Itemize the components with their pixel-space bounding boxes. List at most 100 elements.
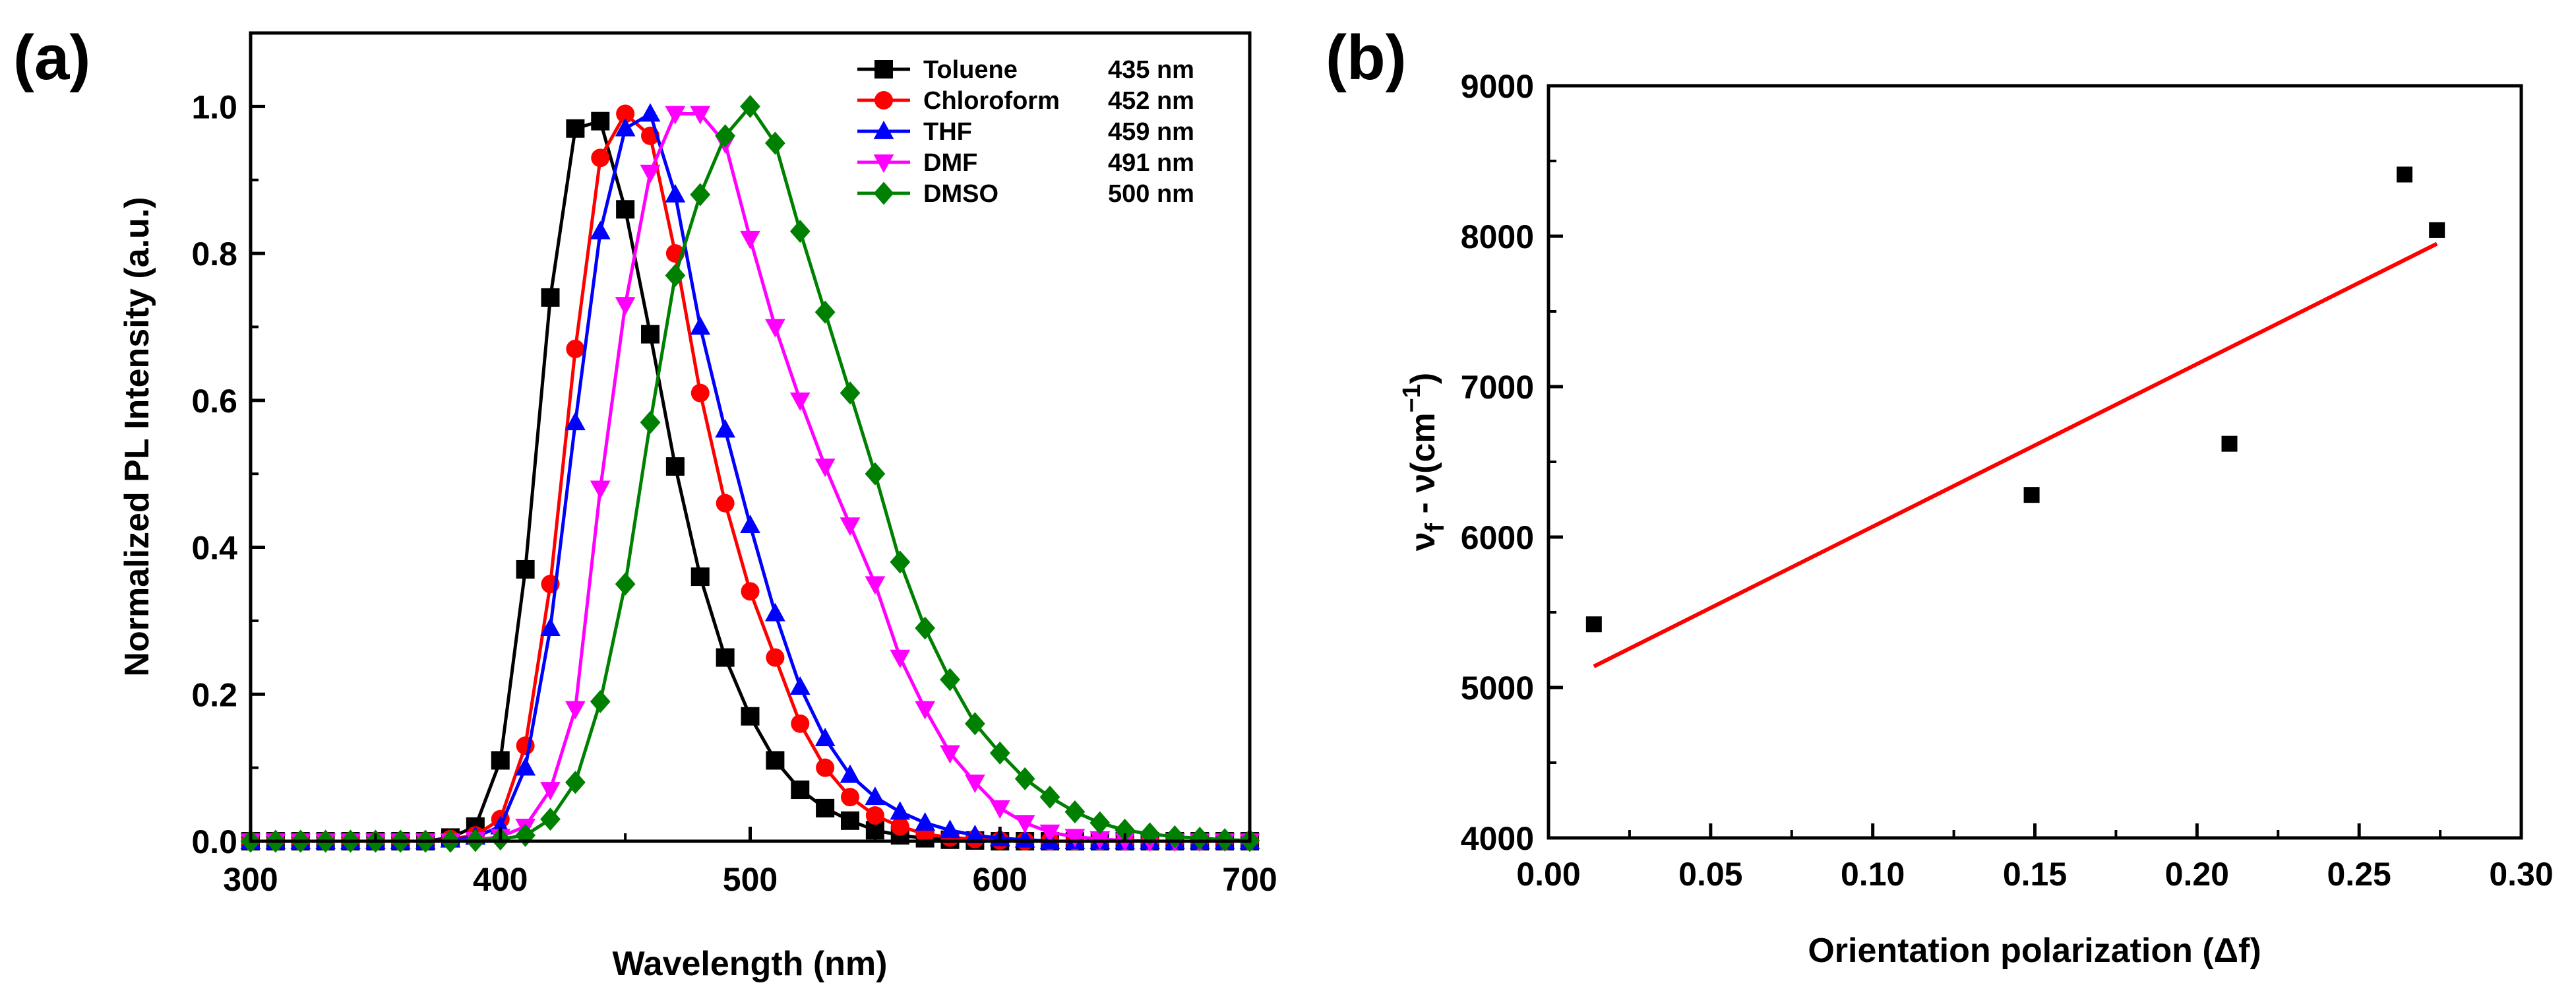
series-dmso-point — [1089, 811, 1111, 835]
panel-a-x-tick-label: 700 — [1222, 861, 1277, 898]
legend-toluene-label: Toluene — [923, 56, 1018, 84]
legend-chloroform-label: Chloroform — [923, 87, 1060, 115]
series-chloroform-point — [766, 648, 785, 667]
series-toluene-point — [491, 751, 510, 770]
series-dmf-line — [251, 112, 1250, 843]
series-dmso-point — [789, 220, 811, 243]
panel-a-ticks: 300 400 500 600 700 0.0 0.2 0.4 0.6 0.8 1.0 — [191, 32, 1277, 898]
panel-a-x-axis-title: Wavelength (nm) — [613, 945, 888, 983]
series-thf-point — [890, 801, 911, 820]
panel-b-plot-area — [1585, 166, 2445, 668]
series-toluene-point — [516, 559, 535, 579]
series-dmf-point — [540, 782, 561, 801]
panel-b-x-tick-label: 0.20 — [2165, 856, 2229, 893]
series-dmso-point — [590, 689, 611, 713]
panel-b-x-tick-label: 0.05 — [1678, 856, 1742, 893]
series-dmf-point — [1064, 829, 1086, 848]
panel-a-x-tick-label: 600 — [973, 861, 1027, 898]
series-thf-point — [615, 117, 636, 137]
panel-a: (a) 300 400 500 600 700 0.0 0.2 0.4 0.6 0.8 1.0 Wa… — [13, 22, 1277, 983]
series-toluene-point — [690, 567, 710, 587]
series-thf-point — [665, 183, 686, 203]
series-dmf-point — [565, 701, 586, 720]
series-toluene-point — [665, 457, 685, 476]
panel-b-x-tick-label: 0.15 — [2003, 856, 2067, 893]
series-dmso-point — [740, 94, 760, 118]
series-toluene-point — [791, 781, 810, 800]
series-dmf-point — [640, 164, 661, 183]
panel-b-frame — [1547, 84, 2523, 840]
series-toluene-point — [741, 707, 760, 726]
panel-a-y-tick-label: 0.4 — [191, 530, 237, 567]
series-toluene-point — [841, 811, 859, 830]
panel-b-label: (b) — [1326, 22, 1407, 93]
series-toluene-line — [251, 119, 1250, 843]
legend-thf-marker — [873, 120, 894, 139]
series-chloroform-point — [890, 817, 909, 836]
series-dmso-point — [540, 808, 561, 831]
fit-line — [1593, 241, 2438, 668]
panel-b-x-tick-label: 0.30 — [2489, 856, 2553, 893]
series-dmso-point — [915, 616, 936, 640]
series-thf-line — [251, 112, 1250, 843]
series-chloroform-point — [841, 788, 859, 807]
series-dmf-point — [615, 297, 636, 316]
series-dmso-point — [1014, 767, 1035, 790]
series-toluene-point — [541, 288, 560, 307]
legend-dmso-peak: 500 nm — [1108, 180, 1194, 208]
legend-dmso-label: DMSO — [923, 180, 998, 208]
panel-b-x-tick-label: 0.00 — [1516, 856, 1580, 893]
legend-toluene-peak: 435 nm — [1108, 56, 1194, 84]
legend-thf-label: THF — [923, 118, 972, 146]
series-dmf-point — [764, 319, 785, 338]
series-dmf-point — [665, 106, 686, 125]
series-thf-point — [740, 515, 760, 534]
series-thf-point — [565, 412, 586, 431]
series-dmso-point — [565, 771, 586, 794]
series-dmso-point — [515, 823, 536, 847]
series-chloroform — [241, 104, 1259, 850]
panel-b-y-tick-label: 4000 — [1461, 820, 1534, 857]
series-dmso-point — [989, 741, 1010, 765]
series-thf-point — [814, 727, 836, 746]
series-dmso-point — [940, 668, 960, 691]
series-dmso-point — [814, 300, 836, 324]
series-thf-point — [590, 220, 611, 239]
series-dmf-point — [1014, 815, 1035, 834]
series-toluene-point — [766, 751, 785, 770]
series-toluene-point — [566, 119, 585, 138]
series-chloroform-point — [816, 758, 835, 777]
series-thf-point — [764, 602, 785, 622]
data-point — [2429, 222, 2445, 238]
series-thf-point — [640, 103, 661, 122]
panel-a-y-tick-label: 0.0 — [191, 823, 237, 860]
panel-a-plot-area — [240, 94, 1260, 853]
panel-a-y-tick-label: 0.2 — [191, 676, 237, 713]
series-dmso-point — [890, 550, 911, 574]
panel-a-x-tick-label: 400 — [473, 861, 528, 898]
series-dmf-point — [940, 745, 960, 764]
panel-a-x-tick-label: 300 — [223, 861, 278, 898]
panel-b-x-axis-title: Orientation polarization (Δf) — [1808, 932, 2261, 970]
data-point — [2397, 166, 2412, 183]
series-toluene-point — [616, 200, 635, 219]
series-thf-point — [940, 819, 960, 839]
panel-b-y-tick-label: 7000 — [1461, 369, 1534, 406]
series-dmso-point — [865, 462, 886, 486]
series-dmso-point — [840, 381, 861, 405]
series-dmso-point — [665, 264, 686, 287]
series-chloroform-point — [716, 494, 735, 513]
series-thf-point — [540, 617, 561, 636]
series-dmso — [240, 94, 1260, 853]
series-dmf-point — [964, 775, 985, 794]
panel-b-y-tick-label: 9000 — [1461, 68, 1534, 105]
series-dmf-point — [789, 392, 811, 411]
panel-a-legend: Toluene 435 nm Chloroform 452 nm THF 459 nm DM… — [857, 56, 1194, 208]
legend-toluene-marker — [874, 60, 893, 79]
series-thf-point — [1014, 829, 1035, 848]
series-dmf-point — [865, 576, 886, 595]
panel-b-x-tick-label: 0.25 — [2327, 856, 2391, 893]
series-toluene-point — [641, 325, 659, 344]
series-toluene-point — [716, 648, 735, 667]
series-chloroform-line — [251, 112, 1250, 843]
